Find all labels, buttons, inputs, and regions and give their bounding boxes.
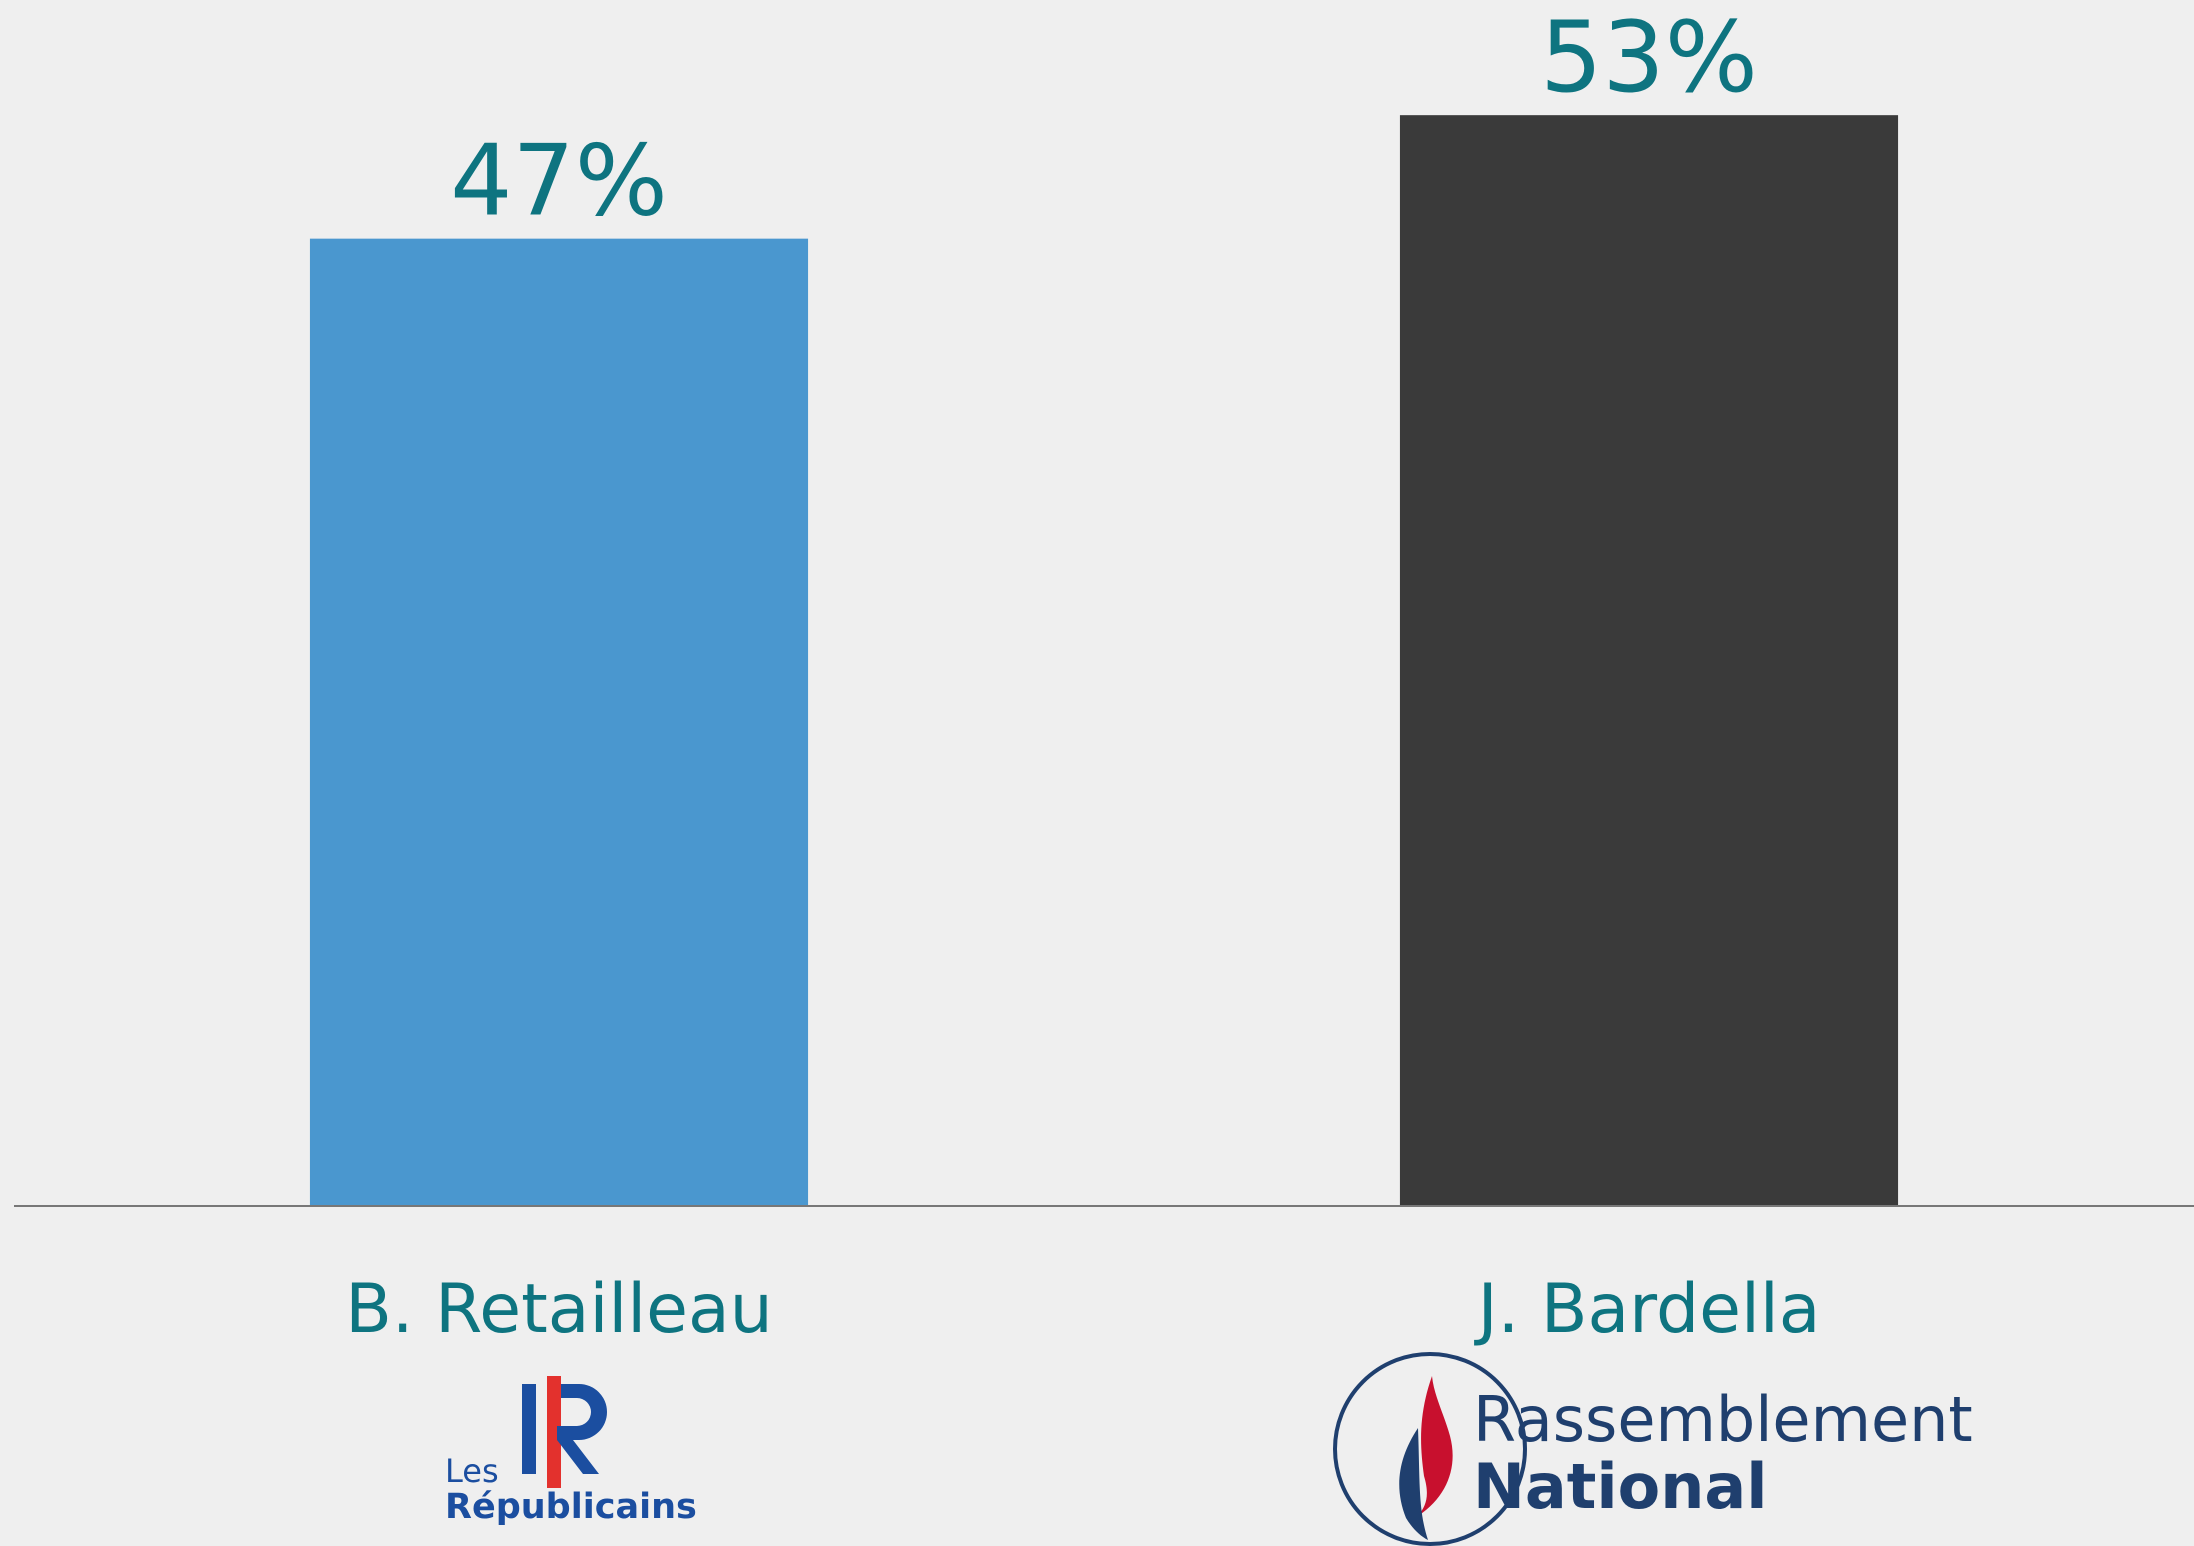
logo-text: Rassemblement — [1473, 1383, 1973, 1456]
logo-text: Les — [445, 1452, 499, 1490]
logo-r — [557, 1384, 607, 1474]
lr-logo: Les Républicains — [445, 1376, 697, 1527]
bar — [1399, 115, 1899, 1207]
logo-circle — [1333, 1352, 1527, 1546]
value-label: 47% — [450, 125, 668, 239]
logo-text: National — [1473, 1450, 1767, 1523]
logo-flame-blue — [1399, 1428, 1428, 1540]
value-label: 53% — [1540, 1, 1758, 115]
rn-logo: Rassemblement National — [1333, 1352, 1973, 1546]
logo-bar-blue — [522, 1384, 536, 1474]
x-tick-label: J. Bardella — [1474, 1270, 1821, 1349]
logo-text: Républicains — [445, 1487, 697, 1527]
logo-bar-red — [547, 1376, 561, 1488]
logo-flame-red — [1418, 1376, 1453, 1516]
bar — [309, 238, 809, 1206]
x-tick-label: B. Retailleau — [345, 1270, 773, 1349]
